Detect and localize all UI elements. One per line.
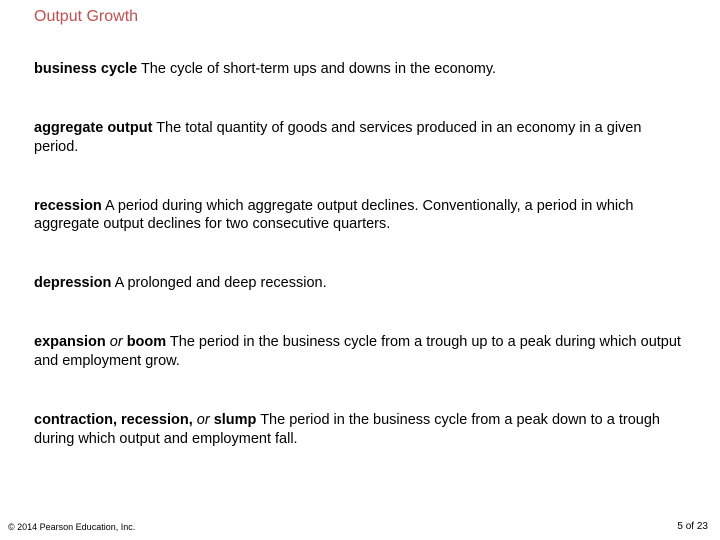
page-number: 5 of 23 (677, 521, 708, 532)
definition-item: recession A period during which aggregat… (34, 197, 686, 235)
definitions-block: business cycle The cycle of short-term u… (34, 60, 686, 488)
page-current: 5 (677, 521, 683, 532)
term: boom (127, 334, 166, 350)
term: slump (214, 412, 257, 428)
term: contraction, recession, (34, 412, 193, 428)
definition-item: aggregate output The total quantity of g… (34, 119, 686, 157)
connector: or (197, 412, 210, 428)
definition-text: A period during which aggregate output d… (34, 198, 633, 233)
term: expansion (34, 334, 106, 350)
page-title: Output Growth (34, 8, 138, 26)
page-total: 23 (697, 521, 708, 532)
definition-item: expansion or boom The period in the busi… (34, 333, 686, 371)
definition-item: business cycle The cycle of short-term u… (34, 60, 686, 79)
term: recession (34, 198, 102, 214)
definition-item: contraction, recession, or slump The per… (34, 411, 686, 449)
term: depression (34, 275, 111, 291)
connector: or (110, 334, 123, 350)
definition-text: A prolonged and deep recession. (111, 275, 326, 291)
definition-item: depression A prolonged and deep recessio… (34, 274, 686, 293)
definition-text: The cycle of short-term ups and downs in… (137, 61, 496, 77)
copyright-text: © 2014 Pearson Education, Inc. (8, 522, 135, 532)
term: business cycle (34, 61, 137, 77)
term: aggregate output (34, 120, 152, 136)
